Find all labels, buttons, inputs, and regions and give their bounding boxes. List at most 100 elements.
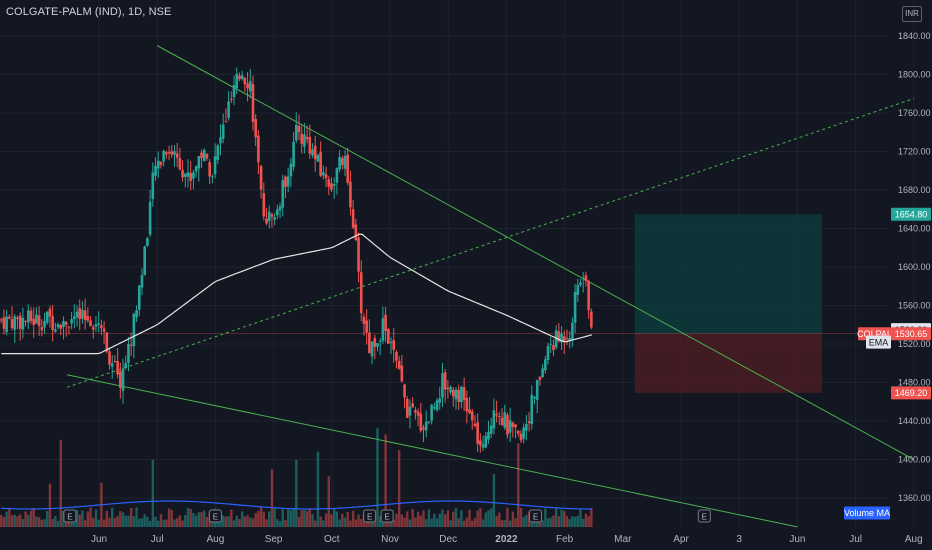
candle-body [211, 175, 214, 177]
time-tick-label: Jul [849, 534, 862, 545]
candle-body [56, 324, 60, 328]
volume-bar [167, 508, 171, 527]
candle-body [338, 157, 341, 170]
volume-bar [433, 513, 436, 527]
volume-bar [351, 510, 355, 527]
candle-body [43, 320, 46, 328]
candle-body [32, 318, 36, 325]
earnings-marker-2[interactable]: E [363, 509, 377, 523]
trendlines[interactable] [66, 45, 915, 528]
candle-body [354, 224, 358, 241]
volume-bar [97, 519, 100, 527]
candle-body [297, 126, 301, 133]
candle-body [573, 291, 577, 323]
currency-badge[interactable]: INR [902, 6, 922, 22]
volume-bar [178, 515, 182, 527]
candle-body [18, 315, 22, 329]
volume-bar [135, 507, 138, 527]
candle-body [525, 423, 528, 431]
candle-body [343, 155, 347, 169]
volume-bar [522, 516, 525, 527]
candle-body [16, 317, 19, 319]
candle-body [560, 333, 563, 343]
candle-body [568, 338, 571, 341]
volume-bar [221, 515, 225, 527]
ema-tag: EMA [866, 335, 891, 349]
candle-body [86, 316, 90, 321]
earnings-marker-5[interactable]: E [697, 509, 711, 523]
candle-body [235, 73, 239, 89]
volume-bar [403, 517, 406, 527]
earnings-badge [363, 509, 377, 523]
volume-bar [473, 517, 477, 527]
volume-bar [495, 515, 498, 527]
candle-body [549, 343, 553, 345]
volume-bar [192, 512, 195, 527]
earnings-marker-1[interactable]: E [208, 509, 222, 523]
candle-body [78, 307, 82, 319]
time-tick-label: Apr [673, 534, 689, 545]
trendline-2[interactable] [66, 98, 914, 388]
volume-bar [338, 519, 341, 527]
volume-bar [441, 509, 444, 527]
volume-bar [230, 509, 233, 527]
volume-bar [157, 520, 160, 527]
earnings-marker-4[interactable]: E [529, 509, 542, 523]
volume-bar [200, 512, 203, 527]
volume-bar [406, 511, 409, 527]
earnings-marker-3[interactable]: E [380, 509, 394, 523]
candle-body [200, 152, 203, 159]
volume-bar [243, 516, 247, 527]
candle-body [189, 173, 193, 181]
candle-body [48, 308, 52, 317]
volume-bar [138, 518, 141, 527]
candle-body [370, 341, 374, 357]
price-tick-label: 1840.00 [898, 31, 931, 41]
candle-body [424, 421, 428, 431]
candle-body [40, 327, 44, 331]
candle-body [519, 433, 523, 441]
candle-body [89, 320, 92, 327]
candle-body [359, 272, 363, 314]
candle-body [64, 322, 68, 325]
volume-bar [265, 519, 268, 527]
volume-ma-tag-bg [844, 506, 890, 520]
candle-body [346, 154, 350, 183]
earnings-marker-0[interactable]: E [63, 509, 77, 523]
volume-bar [511, 511, 515, 527]
time-axis[interactable]: Jun Jul Aug Sep Oct Nov Dec 2022 Feb Mar Apr 3 Jun Ju… [91, 534, 923, 545]
volume-bar [89, 507, 92, 527]
price-axis[interactable]: 1360.00 1400.00 1440.00 1480.00 1520.00 1560.… [898, 31, 931, 503]
candle-body [381, 318, 385, 341]
candle-body [368, 332, 371, 354]
trendline-0[interactable] [156, 45, 915, 460]
volume-bar [75, 509, 79, 527]
candle-body [492, 410, 496, 429]
volume-bar [449, 520, 452, 527]
candle-body [389, 342, 393, 344]
volume-bar [105, 510, 108, 527]
candle-body [292, 141, 295, 167]
volume-bar [78, 514, 81, 527]
volume-ma-tag: Volume MA [844, 506, 890, 520]
volume-bar [584, 513, 588, 527]
candle-body [530, 394, 534, 425]
volume-bar [297, 516, 301, 527]
volume-bar [257, 510, 260, 527]
volume-bar [354, 519, 358, 527]
volume-bar [238, 518, 241, 527]
candle-body [227, 101, 230, 118]
candle-body [162, 150, 165, 162]
symbol-title[interactable]: COLGATE-PALM (IND), 1D, NSE [6, 6, 172, 18]
candle-body [135, 310, 138, 318]
volume-bar [506, 507, 509, 527]
candle-body [51, 316, 54, 331]
volume-bar [327, 476, 330, 527]
volume-bar [276, 519, 279, 527]
price-tick-label: 1400.00 [898, 455, 931, 465]
candle-body [186, 172, 190, 177]
trendline-1[interactable] [66, 374, 798, 528]
volume-bar [546, 518, 550, 527]
